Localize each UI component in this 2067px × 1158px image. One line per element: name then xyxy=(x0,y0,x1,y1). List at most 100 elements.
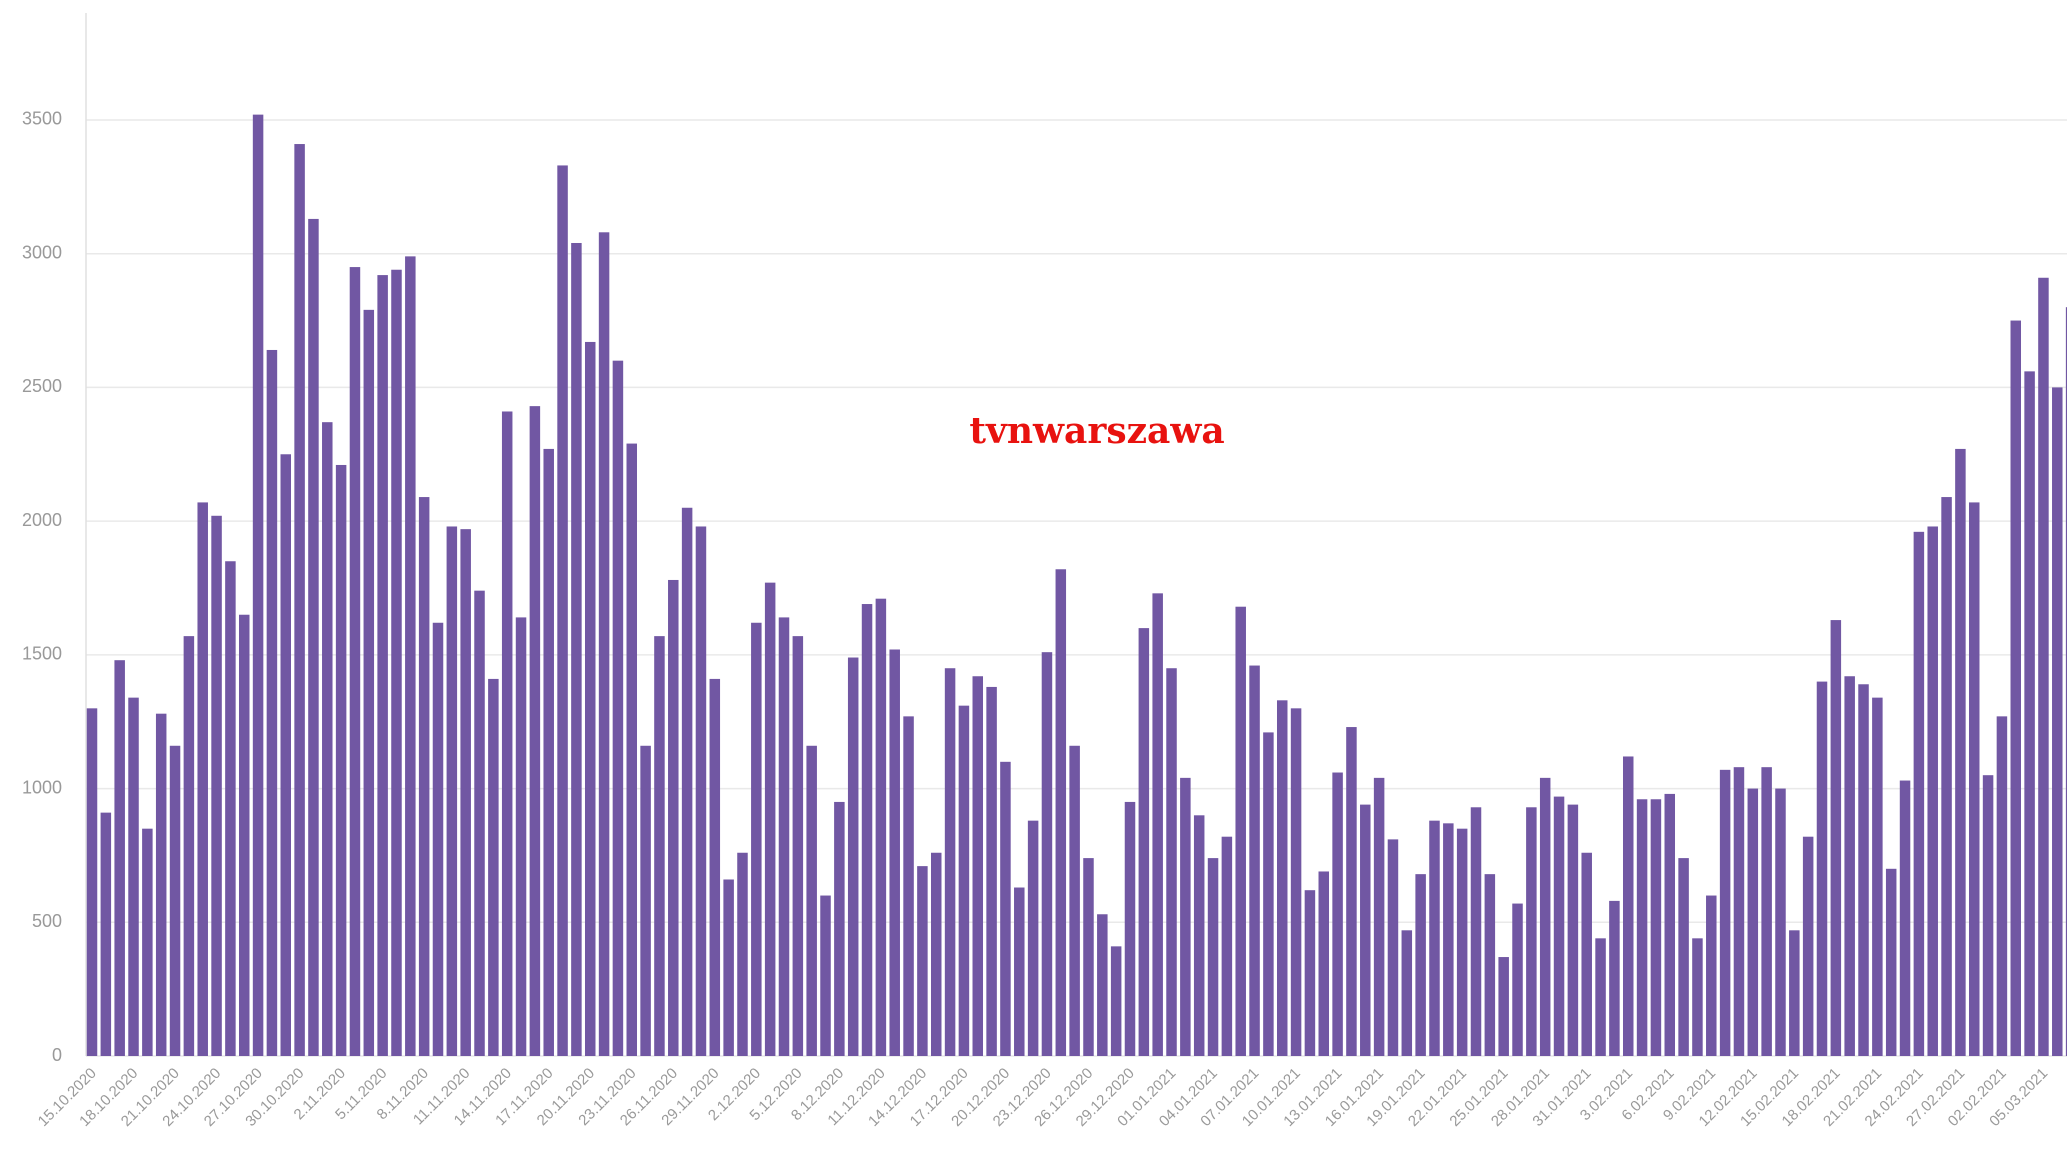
bar xyxy=(1968,502,1980,1056)
bar xyxy=(1290,708,1302,1056)
bar xyxy=(751,622,762,1056)
bar xyxy=(1664,793,1676,1056)
bar xyxy=(654,636,665,1056)
bar xyxy=(1346,727,1357,1056)
y-tick-label: 2500 xyxy=(22,376,62,396)
bar xyxy=(778,617,790,1056)
bar xyxy=(377,275,388,1057)
bar xyxy=(1775,788,1786,1056)
bar xyxy=(1885,868,1897,1056)
bar xyxy=(903,716,914,1056)
bar xyxy=(294,144,305,1057)
bar xyxy=(1152,593,1163,1056)
bar xyxy=(792,636,804,1056)
bar xyxy=(861,604,873,1056)
bar xyxy=(2065,307,2067,1057)
bar xyxy=(944,668,956,1056)
bar xyxy=(1941,497,1952,1056)
bar xyxy=(1083,858,1094,1056)
bar xyxy=(1249,665,1260,1056)
bar xyxy=(1636,799,1648,1056)
bar xyxy=(1747,788,1759,1056)
bar xyxy=(806,745,817,1056)
y-tick-label: 3000 xyxy=(22,242,62,262)
bar xyxy=(1180,777,1191,1056)
bar xyxy=(349,267,361,1057)
bar xyxy=(1097,914,1108,1056)
bar xyxy=(543,448,554,1056)
bar xyxy=(889,649,900,1056)
watermark: tvnwarszawa xyxy=(969,410,1224,452)
bar xyxy=(1387,839,1399,1056)
bar xyxy=(1166,668,1177,1056)
bar xyxy=(363,309,375,1056)
bar xyxy=(737,852,748,1056)
bar xyxy=(557,165,568,1056)
bar xyxy=(626,443,638,1057)
bar xyxy=(1110,946,1122,1056)
bar xyxy=(820,895,831,1056)
bar xyxy=(1996,716,2008,1056)
bar xyxy=(1221,836,1233,1056)
bar xyxy=(930,852,942,1056)
bar xyxy=(1498,957,1509,1056)
bar xyxy=(183,636,195,1056)
y-tick-label: 1000 xyxy=(22,777,62,797)
bar xyxy=(1360,804,1371,1056)
bar xyxy=(695,526,707,1056)
bar xyxy=(1041,652,1053,1056)
bar xyxy=(100,812,112,1056)
bar xyxy=(1830,620,1842,1056)
bar xyxy=(958,705,970,1056)
bar xyxy=(1138,628,1150,1056)
bar xyxy=(1872,697,1883,1056)
bar xyxy=(1055,569,1067,1056)
bar xyxy=(1332,772,1343,1056)
bar xyxy=(252,114,264,1057)
bar xyxy=(681,507,693,1056)
bar xyxy=(418,497,430,1056)
bar xyxy=(1069,745,1080,1056)
bar xyxy=(1014,887,1025,1056)
bar xyxy=(114,660,125,1056)
bar xyxy=(1858,684,1869,1056)
bar xyxy=(1526,807,1537,1056)
bar xyxy=(1955,448,1966,1056)
bar xyxy=(1193,815,1205,1056)
bar xyxy=(1706,895,1717,1056)
bar xyxy=(847,657,859,1056)
bar xyxy=(2038,277,2049,1056)
bar xyxy=(225,561,236,1056)
bar xyxy=(169,745,181,1056)
bar xyxy=(1581,852,1592,1056)
bar xyxy=(1304,890,1316,1056)
bar xyxy=(86,708,98,1056)
bar xyxy=(128,697,139,1056)
bar xyxy=(1456,828,1468,1056)
bar xyxy=(308,218,319,1056)
y-tick-label: 1500 xyxy=(22,644,62,664)
bar xyxy=(723,879,734,1056)
bar xyxy=(335,464,347,1056)
bar xyxy=(2010,320,2022,1056)
bar xyxy=(1733,767,1745,1056)
bar xyxy=(1761,767,1772,1056)
bar xyxy=(322,422,333,1057)
bar xyxy=(1443,823,1454,1056)
bar xyxy=(155,713,167,1056)
bar xyxy=(446,526,458,1056)
bar xyxy=(834,801,845,1056)
bar xyxy=(1539,777,1551,1056)
bar xyxy=(529,406,541,1057)
bar xyxy=(2024,371,2035,1056)
bar xyxy=(460,529,471,1056)
bar xyxy=(1899,780,1911,1056)
y-tick-label: 0 xyxy=(52,1045,62,1065)
bar xyxy=(1719,769,1731,1056)
bar xyxy=(1512,903,1523,1056)
bar xyxy=(986,686,997,1056)
bar xyxy=(1373,777,1385,1056)
bar xyxy=(432,622,444,1056)
bar xyxy=(1982,775,1994,1056)
